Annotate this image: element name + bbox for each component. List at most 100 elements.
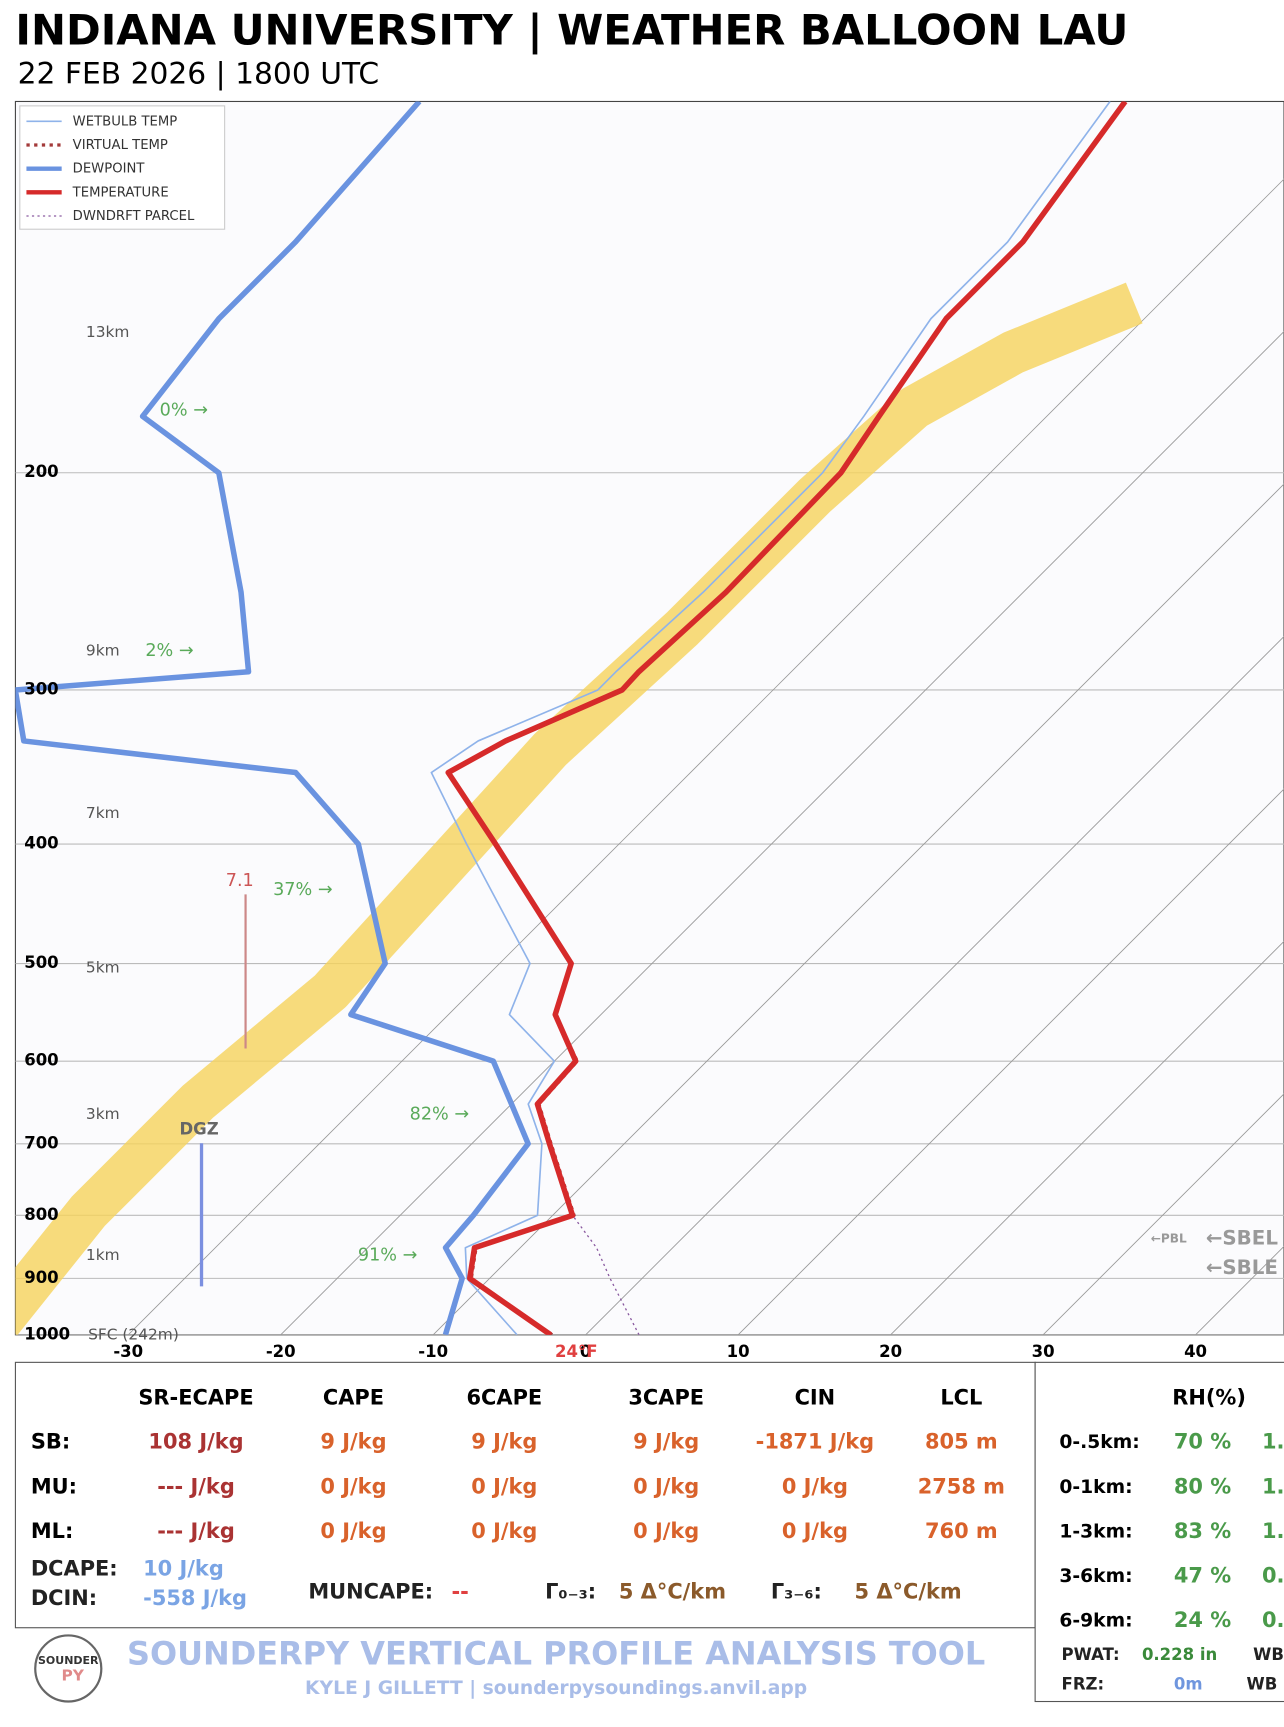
x-tick-label: -30 xyxy=(113,1342,143,1361)
table-header: LCL xyxy=(940,1386,982,1410)
legend-label: DWNDRFT PARCEL xyxy=(73,209,195,224)
table-header: CAPE xyxy=(323,1386,384,1410)
table-cell: 760 m xyxy=(925,1519,998,1543)
rh-panel xyxy=(1034,1361,1284,1703)
table-cell: 9 J/kg xyxy=(320,1430,386,1454)
rh-row-label: 0-.5km: xyxy=(1059,1432,1139,1453)
rh-extra: WB xyxy=(1247,1674,1278,1693)
rh-extra: 1. xyxy=(1262,1519,1284,1543)
rh-extra: PWAT: xyxy=(1062,1645,1120,1664)
table-cell: -1871 J/kg xyxy=(756,1430,874,1454)
lapse-label: 7.1 xyxy=(226,871,254,891)
rh-row-label: 6-9km: xyxy=(1059,1611,1132,1632)
table-cell: 0 J/kg xyxy=(633,1474,699,1498)
rh-value: 70 % xyxy=(1174,1430,1231,1454)
table-header: SR-ECAPE xyxy=(138,1386,253,1410)
table-cell: 0 J/kg xyxy=(782,1519,848,1543)
rh-extra: 0.228 in xyxy=(1142,1645,1217,1664)
rh-label: 91% → xyxy=(358,1245,417,1265)
subtitle: 22 FEB 2026 | 1800 UTC xyxy=(18,57,380,92)
highlight-band xyxy=(15,282,1143,1335)
y-tick-label: 900 xyxy=(24,1268,58,1287)
profile-line xyxy=(15,101,531,1335)
table-header: 6CAPE xyxy=(467,1386,543,1410)
rh-value: 80 % xyxy=(1174,1474,1231,1498)
table-cell: 9 J/kg xyxy=(471,1430,537,1454)
level-marker: ←SBEL xyxy=(1206,1227,1279,1250)
isotherm xyxy=(280,330,1284,1335)
x-tick-label: 20 xyxy=(879,1342,902,1361)
rh-extra: 0m xyxy=(1174,1674,1203,1693)
table-cell: 0 J/kg xyxy=(471,1474,537,1498)
plot-area xyxy=(14,100,1284,1336)
footer-title: SOUNDERPY VERTICAL PROFILE ANALYSIS TOOL xyxy=(127,1634,985,1672)
y-tick-label: 700 xyxy=(24,1133,58,1152)
x-tick-label: -20 xyxy=(266,1342,296,1361)
table-extra: Γ₀₋₃: xyxy=(545,1579,596,1603)
isotherm xyxy=(127,178,1284,1335)
x-tick-label: 40 xyxy=(1184,1342,1207,1361)
table-extra: -- xyxy=(451,1579,468,1603)
isotherm xyxy=(890,940,1284,1335)
height-label: SFC (242m) xyxy=(88,1325,179,1343)
rh-title: RH(%) xyxy=(1172,1386,1246,1410)
legend-label: DEWPOINT xyxy=(73,162,146,177)
isotherm xyxy=(1042,1093,1284,1335)
table-cell: 0 J/kg xyxy=(320,1519,386,1543)
x-tick-label: 10 xyxy=(727,1342,750,1361)
rh-label: 0% → xyxy=(160,400,208,420)
params-table xyxy=(14,1361,1036,1629)
table-cell: --- J/kg xyxy=(157,1519,235,1543)
rh-extra: FRZ: xyxy=(1062,1674,1105,1693)
rh-extra: 0. xyxy=(1262,1564,1284,1588)
rh-value: 83 % xyxy=(1174,1519,1231,1543)
rh-extra: WB xyxy=(1253,1645,1284,1664)
table-extra: Γ₃₋₆: xyxy=(771,1579,822,1603)
table-extra: DCAPE: xyxy=(31,1556,118,1580)
table-cell: --- J/kg xyxy=(157,1474,235,1498)
profile-line xyxy=(571,1214,640,1335)
table-header: CIN xyxy=(795,1386,836,1410)
table-cell: 0 J/kg xyxy=(320,1474,386,1498)
logo xyxy=(34,1634,103,1703)
profile-line xyxy=(430,101,1111,1335)
y-tick-label: 800 xyxy=(24,1205,58,1224)
height-label: 3km xyxy=(86,1105,120,1123)
rh-row-label: 0-1km: xyxy=(1059,1477,1132,1498)
footer-credit: KYLE J GILLETT | sounderpysoundings.anvi… xyxy=(305,1678,807,1699)
title: INDIANA UNIVERSITY | WEATHER BALLOON LAU xyxy=(15,6,1128,55)
y-tick-label: 1000 xyxy=(24,1324,70,1343)
table-cell: 0 J/kg xyxy=(782,1474,848,1498)
table-cell: 0 J/kg xyxy=(633,1519,699,1543)
isotherm xyxy=(737,788,1284,1335)
y-tick-label: 600 xyxy=(24,1051,58,1070)
isotherm xyxy=(585,635,1284,1335)
y-tick-label: 300 xyxy=(24,679,58,698)
table-cell: 2758 m xyxy=(918,1474,1005,1498)
table-extra: 5 Δ°C/km xyxy=(855,1579,962,1603)
row-label: ML: xyxy=(31,1519,74,1543)
x-tick-label: 30 xyxy=(1032,1342,1055,1361)
legend-label: WETBULB TEMP xyxy=(73,114,178,129)
table-extra: -558 J/kg xyxy=(143,1586,247,1610)
y-tick-label: 500 xyxy=(24,953,58,972)
x-tick-label: -10 xyxy=(418,1342,448,1361)
rh-extra: 1. xyxy=(1262,1430,1284,1454)
y-tick-label: 200 xyxy=(24,462,58,481)
height-label: 13km xyxy=(86,323,130,341)
height-label: 1km xyxy=(86,1246,120,1264)
height-label: 5km xyxy=(86,958,120,976)
height-label: 9km xyxy=(86,642,120,660)
table-extra: MUNCAPE: xyxy=(308,1579,433,1603)
row-label: MU: xyxy=(31,1474,77,1498)
x-tick-label: 0 xyxy=(580,1342,591,1361)
table-cell: 0 J/kg xyxy=(471,1519,537,1543)
table-cell: 9 J/kg xyxy=(633,1430,699,1454)
height-label: 7km xyxy=(86,804,120,822)
rh-value: 24 % xyxy=(1174,1608,1231,1632)
rh-extra: 1. xyxy=(1262,1474,1284,1498)
table-extra: DCIN: xyxy=(31,1586,97,1610)
rh-label: 82% → xyxy=(410,1105,469,1125)
